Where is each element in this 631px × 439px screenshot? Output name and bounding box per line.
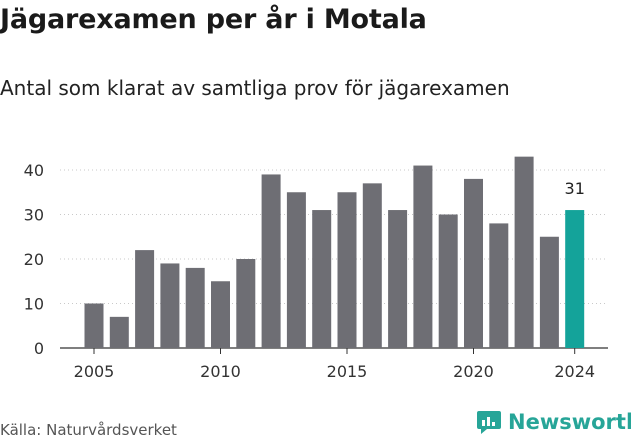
- data-labels: 31: [565, 179, 585, 198]
- bar-2015: [337, 192, 357, 348]
- data-label-highlight: 31: [565, 179, 585, 198]
- bar-2010: [211, 281, 230, 348]
- bar-2008: [160, 263, 180, 348]
- bar-2009: [185, 267, 205, 348]
- bar-2017: [388, 210, 408, 348]
- y-tick-label: 20: [24, 250, 44, 269]
- bar-2021: [489, 223, 509, 348]
- x-axis-ticks: 2005 2010 2015 2020 2024: [74, 348, 595, 381]
- y-tick-label: 30: [24, 206, 44, 225]
- bar-2014: [312, 210, 332, 348]
- x-tick-label: 2020: [453, 362, 494, 381]
- bar-2022: [514, 156, 534, 348]
- bar-2019: [438, 214, 458, 348]
- bar-2016: [362, 183, 382, 348]
- y-tick-label: 0: [34, 339, 44, 358]
- bar-2007: [135, 250, 155, 348]
- bar-2006: [109, 316, 129, 348]
- x-tick-label: 2015: [327, 362, 368, 381]
- newsworthy-logo: Newsworthy: [476, 409, 631, 435]
- x-tick-label: 2024: [554, 362, 595, 381]
- x-tick-label: 2010: [200, 362, 241, 381]
- bar-2018: [413, 165, 433, 348]
- bar-2023: [539, 236, 559, 348]
- bar-2013: [286, 192, 306, 348]
- bar-2011: [236, 259, 256, 348]
- bar-2012: [261, 174, 281, 348]
- bar-2024: [565, 210, 585, 348]
- chart-subtitle: Antal som klarat av samtliga prov för jä…: [0, 76, 510, 100]
- chart-title: Jägarexamen per år i Motala: [0, 4, 427, 35]
- bars: [84, 156, 585, 348]
- source-note: Källa: Naturvårdsverket: [0, 421, 177, 439]
- bar-2005: [84, 303, 104, 348]
- brand-name: Newsworthy: [508, 410, 631, 434]
- y-tick-label: 40: [24, 161, 44, 180]
- x-tick-label: 2005: [74, 362, 115, 381]
- y-tick-label: 10: [24, 295, 44, 314]
- newsworthy-icon: [477, 411, 501, 434]
- y-axis-tick-labels: 0 10 20 30 40: [24, 161, 44, 358]
- bar-2020: [464, 178, 483, 348]
